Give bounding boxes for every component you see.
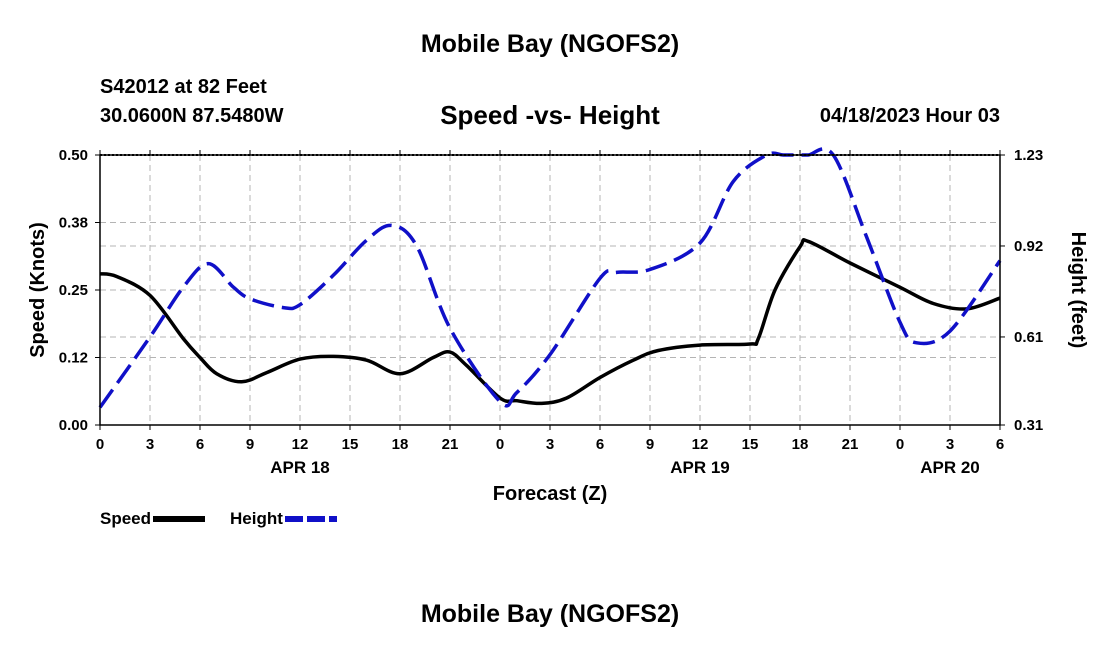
chart-title: Speed -vs- Height <box>440 100 660 130</box>
x-tick-label: 15 <box>742 436 759 453</box>
x-tick-label: 18 <box>392 436 409 453</box>
x-tick-label: 0 <box>896 436 904 453</box>
x-tick-label: 0 <box>496 436 504 453</box>
x-tick-label: 12 <box>692 436 709 453</box>
x-tick-label: 9 <box>646 436 654 453</box>
legend-speed-label: Speed <box>100 509 152 528</box>
y-tick-label: 0.50 <box>59 147 88 164</box>
station-label: S42012 at 82 Feet <box>100 76 267 98</box>
legend-speed: Speed <box>100 509 206 529</box>
y2-tick-label: 0.61 <box>1014 329 1043 346</box>
legend-speed-swatch <box>153 516 206 522</box>
y-tick-label: 0.00 <box>59 417 88 434</box>
x-tick-label: 9 <box>246 436 254 453</box>
legend-height-label: Height <box>230 509 283 528</box>
x-tick-label: 3 <box>146 436 154 453</box>
timestamp-label: 04/18/2023 Hour 03 <box>819 105 1000 127</box>
legend-height-swatch <box>284 516 337 522</box>
x-tick-label: 6 <box>196 436 204 453</box>
x-tick-label: 0 <box>96 436 104 453</box>
ticks: 0 3 6 9 12 15 18 21 0 3 6 9 12 15 18 21 0 3 6 APR 18 APR 19 A… <box>59 147 1043 477</box>
series-speed-line <box>99 238 1001 406</box>
x-date-label: APR 20 <box>920 458 980 477</box>
x-tick-label: 21 <box>442 436 459 453</box>
y-axis-label: Speed (Knots) <box>27 222 49 358</box>
y-tick-label: 0.38 <box>59 215 88 232</box>
y2-axis-label: Height (feet) <box>1067 232 1089 349</box>
x-tick-label: 15 <box>342 436 359 453</box>
footer-title: Mobile Bay (NGOFS2) <box>420 600 680 628</box>
x-tick-label: 12 <box>292 436 309 453</box>
y2-tick-label: 1.23 <box>1014 147 1043 164</box>
series-layer <box>98 147 1002 409</box>
y2-tick-label: 0.31 <box>1014 417 1043 434</box>
x-tick-label: 21 <box>842 436 859 453</box>
y-tick-label: 0.12 <box>59 350 88 367</box>
coordinates-label: 30.0600N 87.5480W <box>100 105 284 127</box>
legend-height: Height <box>230 509 337 529</box>
x-tick-label: 6 <box>596 436 604 453</box>
x-tick-label: 18 <box>792 436 809 453</box>
x-tick-label: 6 <box>996 436 1004 453</box>
y2-tick-label: 0.92 <box>1014 238 1043 255</box>
x-date-label: APR 19 <box>670 458 730 477</box>
series-height-line <box>98 147 1002 409</box>
y-tick-label: 0.25 <box>59 282 88 299</box>
x-axis-label: Forecast (Z) <box>493 483 607 505</box>
main-title: Mobile Bay (NGOFS2) <box>420 30 680 58</box>
x-date-label: APR 18 <box>270 458 330 477</box>
x-tick-label: 3 <box>946 436 954 453</box>
x-tick-label: 3 <box>546 436 554 453</box>
